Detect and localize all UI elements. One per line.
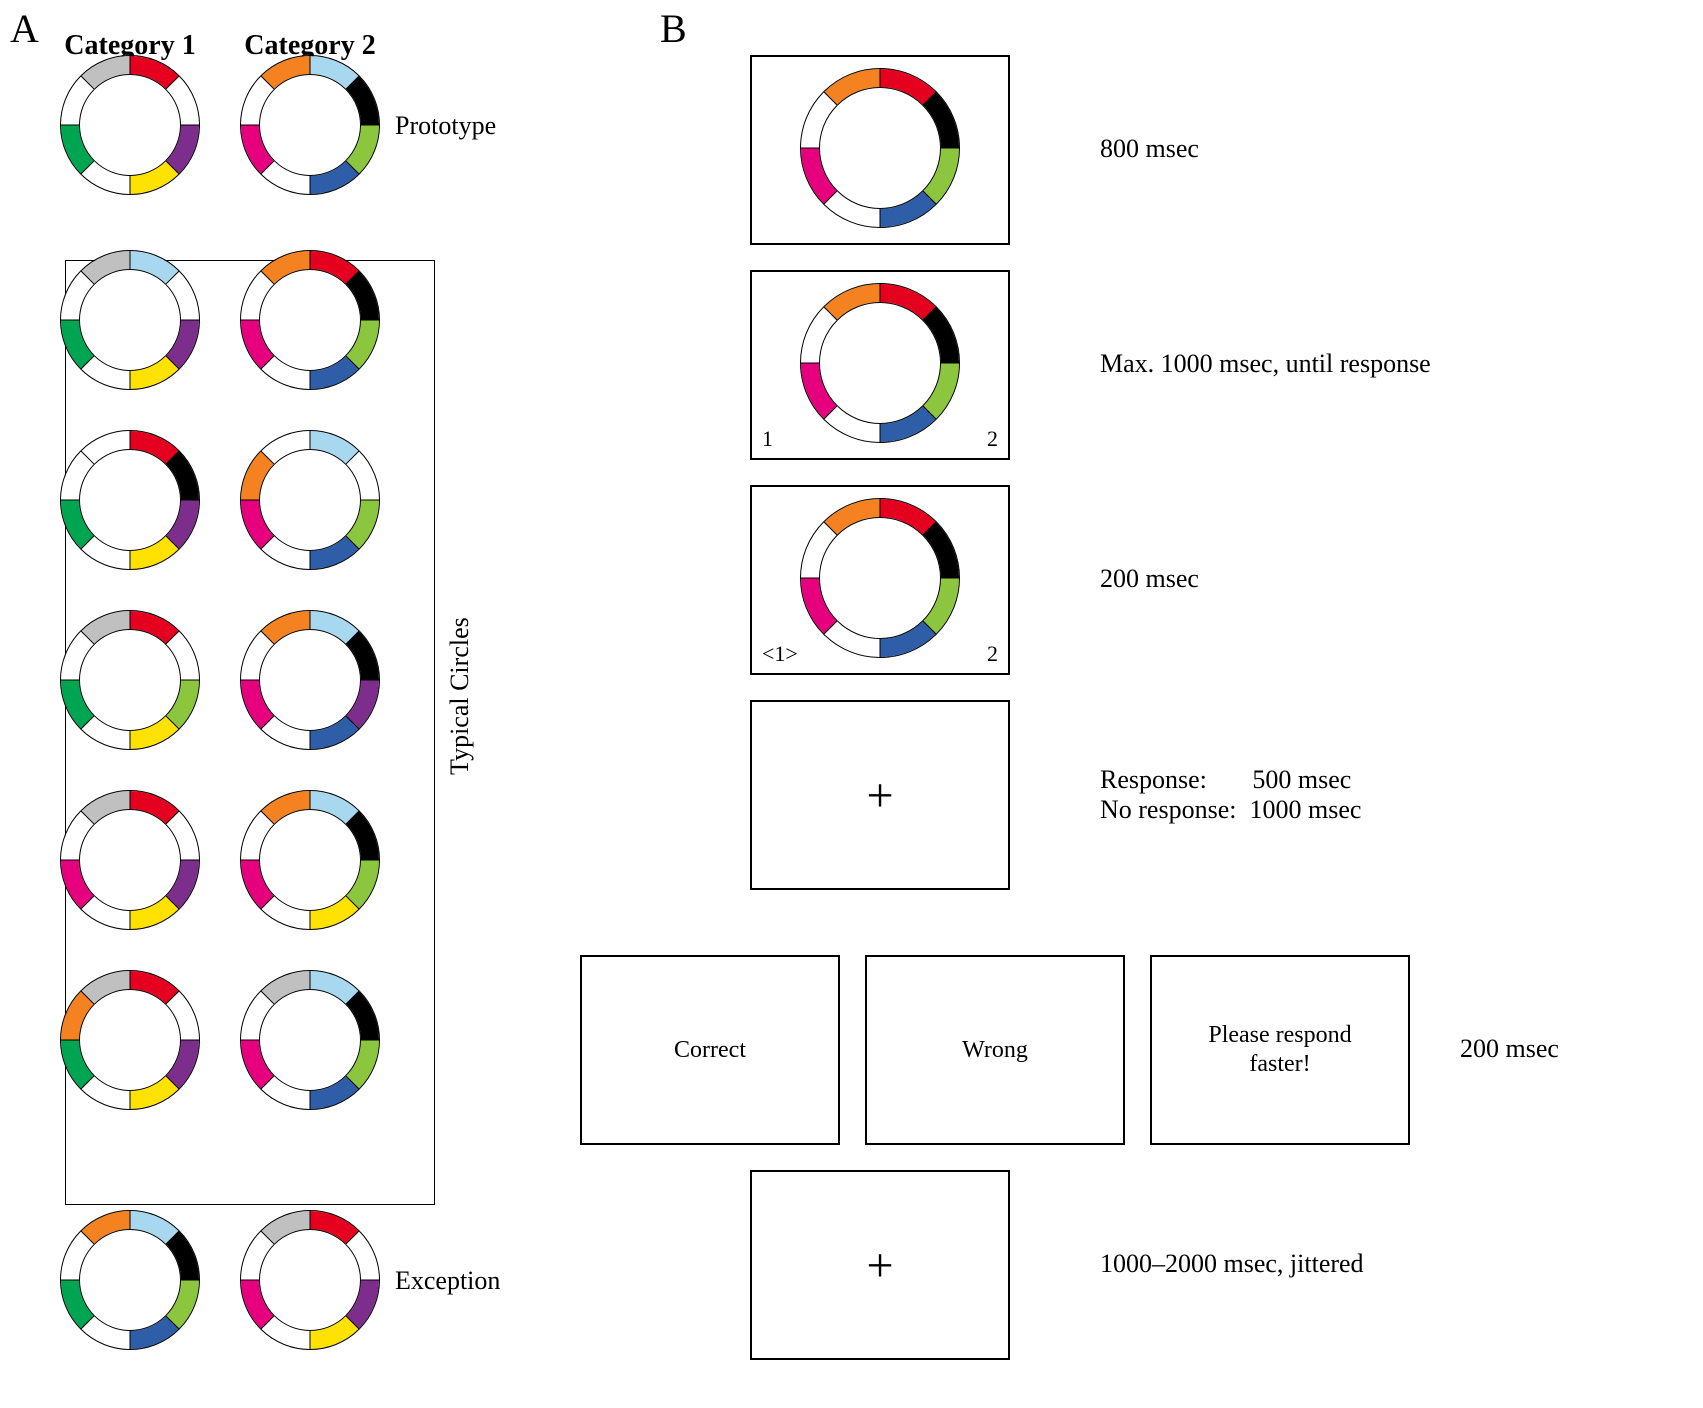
cat2-typical-ring-3 [238,608,382,757]
trial-selected-box-corner-1: <1> [762,641,798,667]
feedback-wrong-box: Wrong [865,955,1125,1145]
feedback-wrong-box-text: Wrong [962,1036,1028,1065]
cat1-typical-ring-2 [58,428,202,577]
cat2-typical-ring-2 [238,428,382,577]
cat1-typical-ring-4 [58,788,202,937]
trial-selected-box-corner-2: 2 [987,641,998,667]
cat1-typical-ring-3 [58,608,202,757]
cat2-typical-ring-4 [238,788,382,937]
panelB-rhs-text-2: Max. 1000 msec, until response [1100,349,1431,379]
trial-response-box-corner-1: 1 [762,426,773,452]
typical-circles-label: Typical Circles [445,585,475,775]
cat1-typical-ring-1 [58,248,202,397]
panelB-rhs-text-5: 200 msec [1460,1034,1559,1064]
fixation-cross-2: + [866,1238,893,1293]
panelB-rhs-text-3: 200 msec [1100,564,1199,594]
cat2-typical-ring-5 [238,968,382,1117]
panel-a-label: A [10,5,39,52]
trial-selected-box: <1> 2 [750,485,1010,675]
trial-fixation-box-2: + [750,1170,1010,1360]
panelB-rhs-text-4: Response: 500 msec No response: 1000 mse… [1100,765,1361,825]
feedback-faster-box: Please respondfaster! [1150,955,1410,1145]
cat1-typical-ring-5 [58,968,202,1117]
cat1-prototype-ring [58,53,202,202]
panelB-rhs-text-1: 800 msec [1100,134,1199,164]
panelB-rhs-text-6: 1000–2000 msec, jittered [1100,1249,1364,1279]
panel-b-label: B [660,5,687,52]
cat1-exception-ring [58,1208,202,1357]
prototype-label: Prototype [395,111,496,141]
feedback-correct-box-text: Correct [674,1036,746,1065]
exception-label: Exception [395,1266,500,1296]
trial-response-box: 12 [750,270,1010,460]
trial-stimulus-box [750,55,1010,245]
fixation-cross-1: + [866,768,893,823]
cat2-typical-ring-1 [238,248,382,397]
trial-fixation-box-1: + [750,700,1010,890]
cat2-prototype-ring [238,53,382,202]
cat2-exception-ring [238,1208,382,1357]
feedback-correct-box: Correct [580,955,840,1145]
trial-response-box-corner-2: 2 [987,426,998,452]
feedback-faster-text: Please respondfaster! [1208,1021,1351,1079]
